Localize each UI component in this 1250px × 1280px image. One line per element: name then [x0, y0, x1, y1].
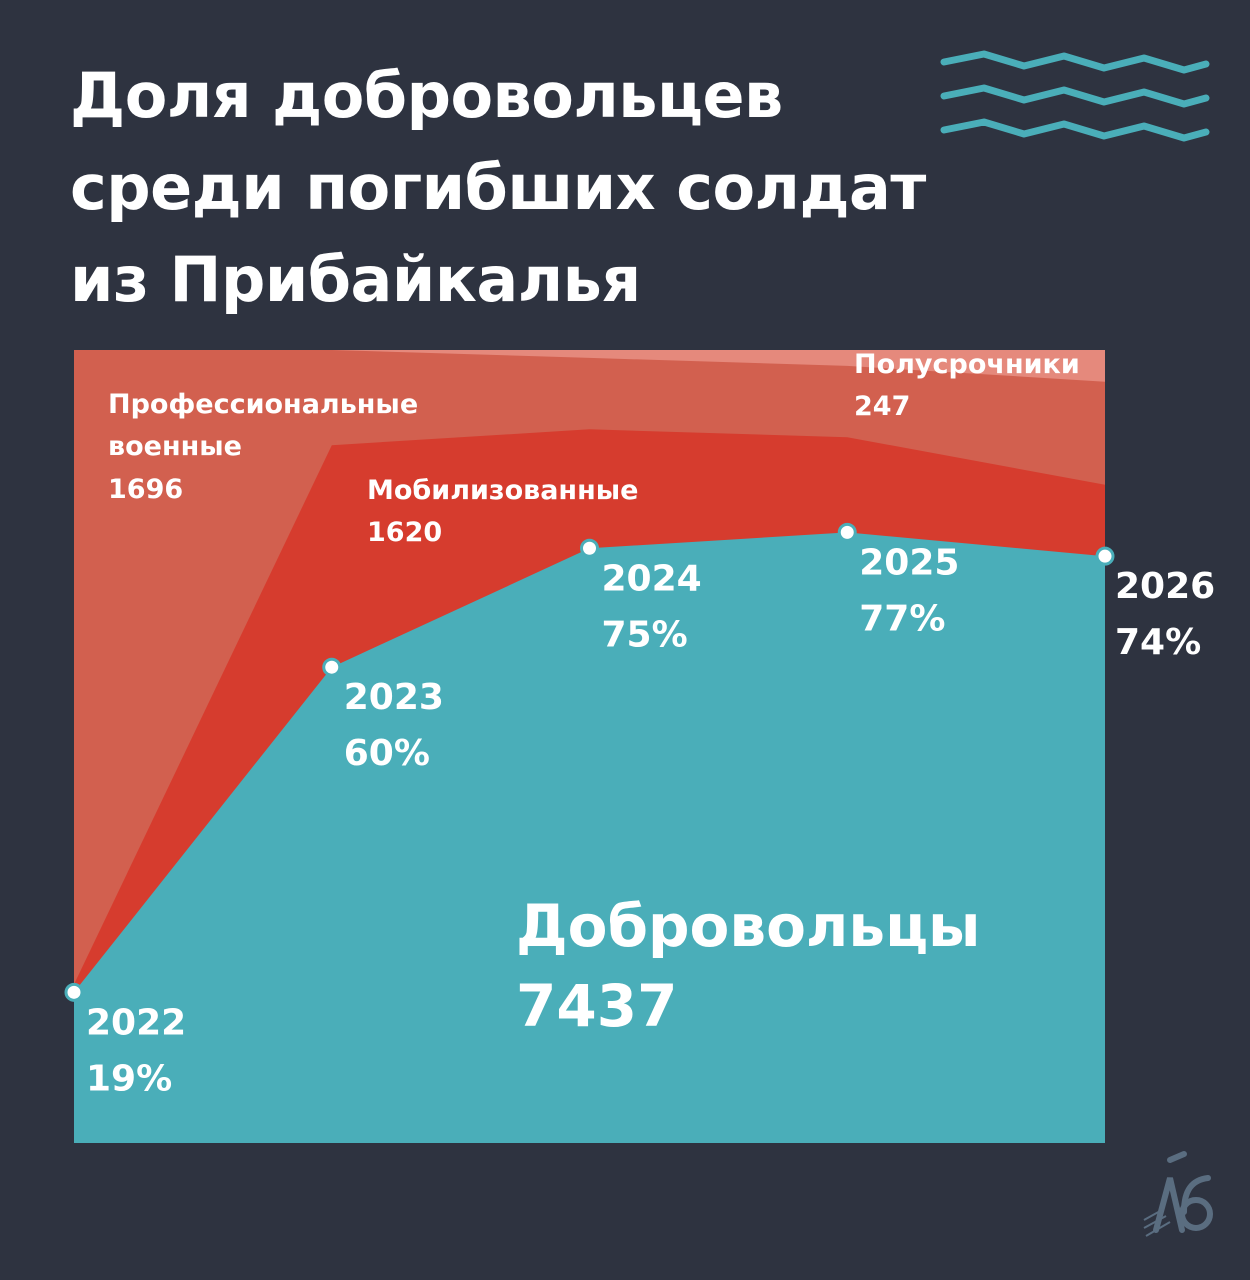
point-label-pct-2026: 74% [1115, 622, 1201, 663]
point-labels: 2022 19% 2023 60% 2024 75% 2025 77% 2026 74% [86, 542, 1215, 1099]
label-mobilized-total: 1620 [367, 517, 442, 548]
point-label-year-2024: 2024 [602, 558, 702, 599]
title-line-3: из Прибайкалья [70, 243, 641, 316]
point-label-year-2025: 2025 [859, 542, 959, 583]
label-mobilized-name: Мобилизованные [367, 475, 638, 506]
zigzag-wave-icon [940, 50, 1210, 142]
point-label-pct-2022: 19% [86, 1058, 172, 1099]
label-professional-line1: Профессиональные [108, 389, 418, 420]
label-volunteers-name: Добровольцы [516, 892, 981, 960]
label-semi-term-total: 247 [854, 391, 910, 422]
point-label-pct-2024: 75% [602, 614, 688, 655]
point-label-pct-2023: 60% [344, 733, 430, 774]
label-professional-total: 1696 [108, 474, 183, 505]
data-point-2022 [64, 982, 84, 1002]
publisher-logo-icon [1143, 1151, 1213, 1237]
data-point-2023 [322, 657, 342, 677]
point-label-year-2022: 2022 [86, 1002, 186, 1043]
label-volunteers-total: 7437 [516, 972, 677, 1040]
title-line-1: Доля добровольцев [70, 59, 783, 132]
volunteer-points [64, 522, 1115, 1002]
label-professional-line2: военные [108, 431, 242, 462]
point-label-year-2023: 2023 [344, 677, 444, 718]
point-label-year-2026: 2026 [1115, 566, 1215, 607]
chart-title: Доля добровольцев среди погибших солдат … [70, 50, 930, 326]
point-label-pct-2025: 77% [859, 598, 945, 639]
data-point-2025 [837, 522, 857, 542]
title-line-2: среди погибших солдат [70, 151, 926, 224]
data-point-2024 [580, 538, 599, 558]
label-semi-term-name: Полусрочники [854, 349, 1080, 380]
data-point-2026 [1095, 546, 1115, 566]
area-volunteers [74, 532, 1105, 1143]
